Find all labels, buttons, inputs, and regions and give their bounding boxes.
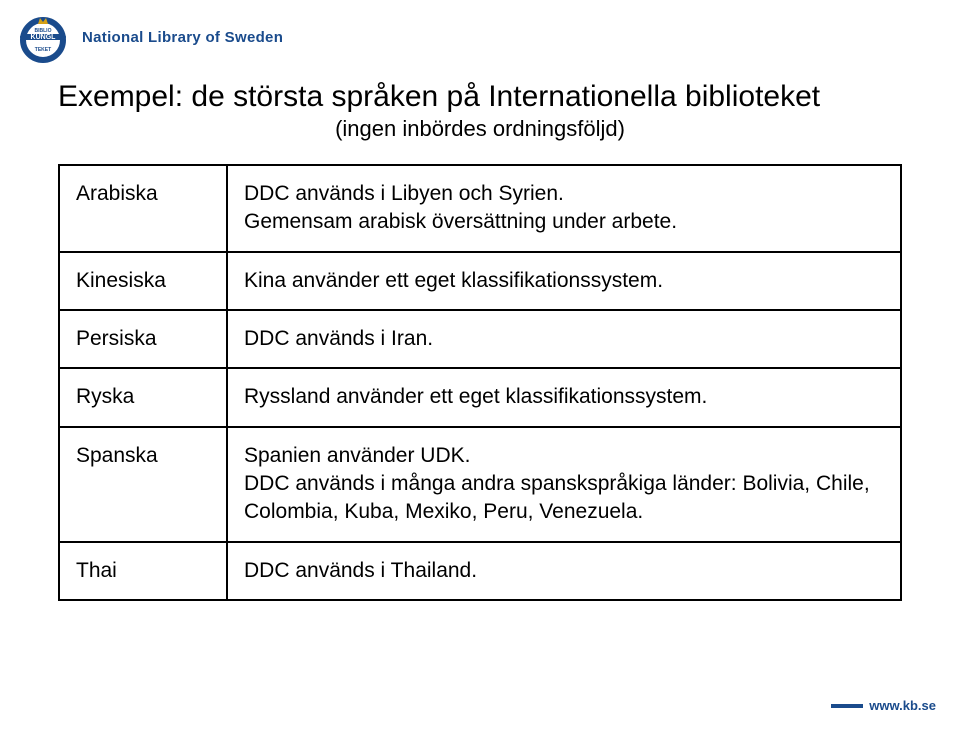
kb-logo-icon: KUNGL BIBLIO TEKET <box>14 8 72 66</box>
lang-cell: Persiska <box>59 310 227 368</box>
footer-accent-bar <box>831 704 863 708</box>
lang-cell: Kinesiska <box>59 252 227 310</box>
table-row: Arabiska DDC används i Libyen och Syrien… <box>59 165 901 252</box>
desc-cell: DDC används i Libyen och Syrien.Gemensam… <box>227 165 901 252</box>
svg-text:TEKET: TEKET <box>35 47 51 53</box>
page-title: Exempel: de största språken på Internati… <box>58 80 902 114</box>
lang-cell: Ryska <box>59 368 227 426</box>
table-row: Thai DDC används i Thailand. <box>59 542 901 600</box>
language-table: Arabiska DDC används i Libyen och Syrien… <box>58 164 902 601</box>
header: KUNGL BIBLIO TEKET National Library of S… <box>0 0 960 70</box>
page-subtitle: (ingen inbördes ordningsföljd) <box>58 116 902 142</box>
lang-cell: Thai <box>59 542 227 600</box>
svg-text:BIBLIO: BIBLIO <box>35 28 52 34</box>
svg-text:KUNGL: KUNGL <box>31 34 57 41</box>
table-row: Persiska DDC används i Iran. <box>59 310 901 368</box>
footer-url: www.kb.se <box>869 698 936 713</box>
desc-cell: Ryssland använder ett eget klassifikatio… <box>227 368 901 426</box>
table-row: Kinesiska Kina använder ett eget klassif… <box>59 252 901 310</box>
desc-cell: DDC används i Iran. <box>227 310 901 368</box>
lang-cell: Arabiska <box>59 165 227 252</box>
table-row: Ryska Ryssland använder ett eget klassif… <box>59 368 901 426</box>
desc-cell: DDC används i Thailand. <box>227 542 901 600</box>
desc-cell: Spanien använder UDK.DDC används i många… <box>227 427 901 542</box>
lang-cell: Spanska <box>59 427 227 542</box>
desc-cell: Kina använder ett eget klassifikationssy… <box>227 252 901 310</box>
slide-content: Exempel: de största språken på Internati… <box>0 70 960 601</box>
footer: www.kb.se <box>831 698 936 713</box>
org-name: National Library of Sweden <box>82 29 283 46</box>
table-row: Spanska Spanien använder UDK.DDC används… <box>59 427 901 542</box>
